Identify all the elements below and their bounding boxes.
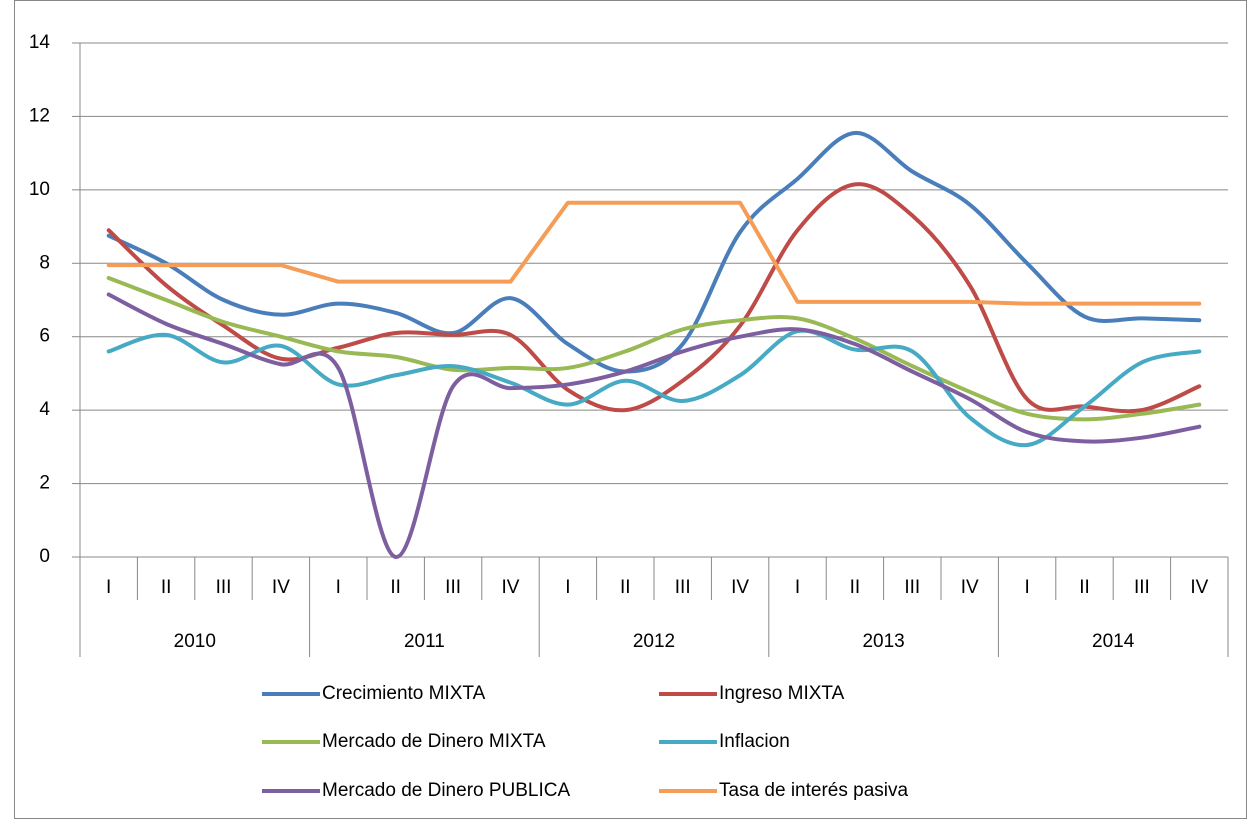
- y-tick-label: 14: [29, 32, 51, 53]
- x-group-label: 2013: [862, 631, 904, 652]
- x-tick-label: II: [850, 577, 861, 598]
- x-tick-label: II: [1079, 577, 1090, 598]
- legend-label: Tasa de interés pasiva: [719, 780, 908, 801]
- x-group-label: 2011: [404, 631, 445, 652]
- y-tick-label: 12: [29, 105, 50, 126]
- legend-label: Inflacion: [719, 731, 790, 752]
- x-group-label: 2014: [1092, 631, 1135, 652]
- legend-label: Ingreso MIXTA: [719, 683, 845, 704]
- x-tick-label: III: [445, 577, 461, 598]
- x-tick-label: I: [565, 577, 570, 598]
- x-tick-label: IV: [731, 577, 749, 598]
- x-tick-label: IV: [502, 577, 520, 598]
- x-tick-label: I: [336, 577, 341, 598]
- x-group-label: 2012: [633, 631, 675, 652]
- x-tick-label: IV: [272, 577, 290, 598]
- y-tick-label: 0: [39, 546, 50, 567]
- x-tick-label: III: [216, 577, 232, 598]
- x-tick-label: III: [675, 577, 691, 598]
- series-line: [106, 328, 1202, 448]
- x-tick-label: III: [1134, 577, 1150, 598]
- y-tick-label: 4: [39, 399, 50, 420]
- x-tick-label: I: [795, 577, 800, 598]
- x-tick-label: I: [106, 577, 111, 598]
- x-tick-label: IV: [1190, 577, 1208, 598]
- legend-label: Crecimiento MIXTA: [322, 683, 486, 704]
- x-tick-label: III: [904, 577, 920, 598]
- series-line: [106, 275, 1202, 422]
- series-line: [106, 182, 1202, 414]
- x-tick-label: II: [390, 577, 401, 598]
- x-tick-label: II: [620, 577, 631, 598]
- y-tick-label: 6: [39, 326, 50, 347]
- x-group-label: 2010: [174, 631, 216, 652]
- x-tick-label: I: [1024, 577, 1029, 598]
- x-tick-label: IV: [961, 577, 979, 598]
- legend-label: Mercado de Dinero PUBLICA: [322, 780, 570, 801]
- series-line: [106, 200, 1202, 306]
- x-tick-label: II: [161, 577, 172, 598]
- y-tick-label: 10: [29, 179, 50, 200]
- y-tick-label: 8: [39, 252, 50, 273]
- legend-label: Mercado de Dinero MIXTA: [322, 731, 546, 752]
- series-line: [106, 292, 1202, 559]
- y-tick-label: 2: [39, 473, 50, 494]
